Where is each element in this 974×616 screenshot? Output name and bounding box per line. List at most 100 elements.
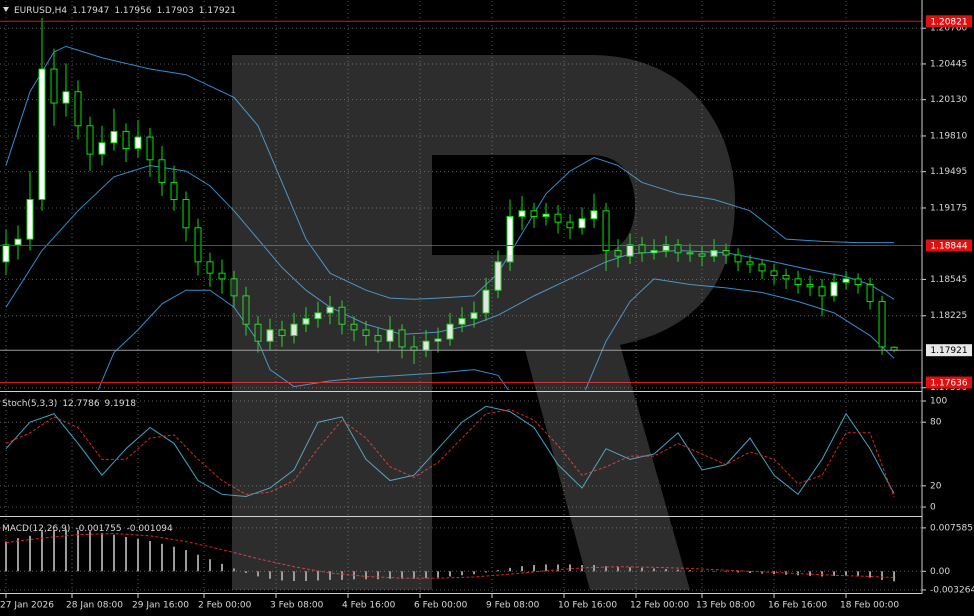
histogram-bar (461, 571, 463, 576)
histogram-bar (341, 571, 343, 580)
histogram-bar (377, 571, 379, 580)
pane-title: Stoch(5,3,3) (2, 399, 57, 409)
pane-title: MACD(12,26,9) (2, 524, 70, 534)
pane-value: -0.001755 (75, 524, 121, 534)
x-tick-label: 27 Jan 2026 (0, 601, 54, 611)
y-tick-label: 20 (930, 481, 942, 491)
candle-body (794, 278, 802, 286)
candle-body (254, 323, 262, 342)
histogram-bar (689, 570, 691, 572)
y-tick-label: 100 (930, 396, 947, 406)
y-tick-label: 80 (930, 418, 942, 428)
candle-body (662, 244, 670, 252)
candle-body (734, 254, 742, 263)
histogram-bar (401, 571, 403, 579)
histogram-bar (569, 564, 571, 572)
candle-body (458, 318, 466, 325)
candle-body (338, 306, 346, 325)
histogram-bar (749, 571, 751, 574)
pane-header: EURUSD,H4 1.17947 1.17956 1.17903 1.17921 (14, 6, 236, 16)
candle-body (614, 250, 622, 257)
candle-body (554, 213, 562, 223)
candle-body (62, 91, 70, 104)
histogram-bar (161, 543, 163, 572)
histogram-bar (125, 536, 127, 572)
histogram-bar (509, 567, 511, 572)
candle-body (86, 125, 94, 155)
histogram-bar (773, 571, 775, 575)
pane-value: 12.7786 (62, 399, 99, 409)
candle-body (110, 130, 118, 144)
histogram-bar (5, 541, 7, 572)
x-tick-label: 28 Jan 08:00 (66, 601, 123, 611)
candle-body (518, 210, 526, 217)
candle-body (2, 244, 10, 263)
pane (0, 394, 922, 515)
y-tick-label: 1.18225 (930, 311, 967, 321)
candle-body (626, 244, 634, 257)
x-tick-label: 3 Feb 08:00 (270, 601, 324, 611)
histogram-bar (545, 564, 547, 572)
candle-body (266, 329, 274, 342)
candle-body (398, 329, 406, 348)
candle-body (194, 227, 202, 263)
histogram-bar (185, 550, 187, 572)
histogram-bar (761, 571, 763, 574)
histogram-bar (605, 566, 607, 572)
histogram-bar (221, 563, 223, 572)
histogram-bar (425, 571, 427, 579)
candle-body (374, 335, 382, 342)
candle-body (386, 329, 394, 342)
candle-body (314, 312, 322, 320)
candle-body (362, 329, 370, 337)
candle-body (134, 136, 142, 149)
histogram-bar (881, 571, 883, 580)
histogram-bar (281, 571, 283, 581)
y-tick-label: 0 (930, 503, 936, 513)
histogram-bar (77, 530, 79, 572)
x-tick-label: 4 Feb 16:00 (342, 601, 396, 611)
candle-body (746, 261, 754, 265)
x-tick-label: 16 Feb 16:00 (768, 601, 827, 611)
histogram-bar (17, 538, 19, 572)
x-tick-label: 10 Feb 16:00 (558, 601, 617, 611)
pane (0, 519, 922, 592)
histogram-bar (833, 571, 835, 576)
histogram-bar (725, 571, 727, 572)
histogram-bar (713, 571, 715, 572)
histogram-bar (101, 532, 103, 572)
level-label: 1.17636 (930, 379, 967, 389)
x-tick-label: 2 Feb 00:00 (198, 601, 252, 611)
histogram-bar (149, 540, 151, 572)
level-label-box (926, 239, 972, 252)
histogram-bar (65, 529, 67, 572)
pane-header: Stoch(5,3,3) 12.7786 9.1918 (2, 399, 136, 409)
histogram-bar (329, 571, 331, 580)
histogram-bar (197, 554, 199, 572)
histogram-bar (869, 571, 871, 578)
candle-body (542, 213, 550, 217)
menu-triangle (3, 7, 9, 12)
candle-body (434, 338, 442, 342)
candle-body (218, 272, 226, 280)
pane-value: 1.17956 (114, 6, 151, 16)
candle-body (650, 250, 658, 254)
candle-body (698, 253, 706, 257)
histogram-bar (389, 571, 391, 579)
pane-header: MACD(12,26,9) -0.001755 -0.001094 (2, 524, 173, 534)
candle-body (842, 278, 850, 283)
x-tick-label: 6 Feb 00:00 (414, 601, 468, 611)
histogram-bar (845, 571, 847, 576)
current-price-box (926, 344, 972, 357)
histogram-bar (257, 571, 259, 577)
x-tick-label: 29 Jan 16:00 (132, 601, 189, 611)
candle-body (242, 295, 250, 325)
current-price-label: 1.17921 (930, 346, 967, 356)
y-tick-label: 0.007585 (930, 523, 973, 533)
pane-value: 1.17947 (72, 6, 109, 16)
histogram-bar (317, 571, 319, 581)
candle-body (470, 312, 478, 320)
histogram-bar (521, 566, 523, 572)
indicator-line (5, 405, 895, 497)
plot-area (0, 1, 922, 592)
